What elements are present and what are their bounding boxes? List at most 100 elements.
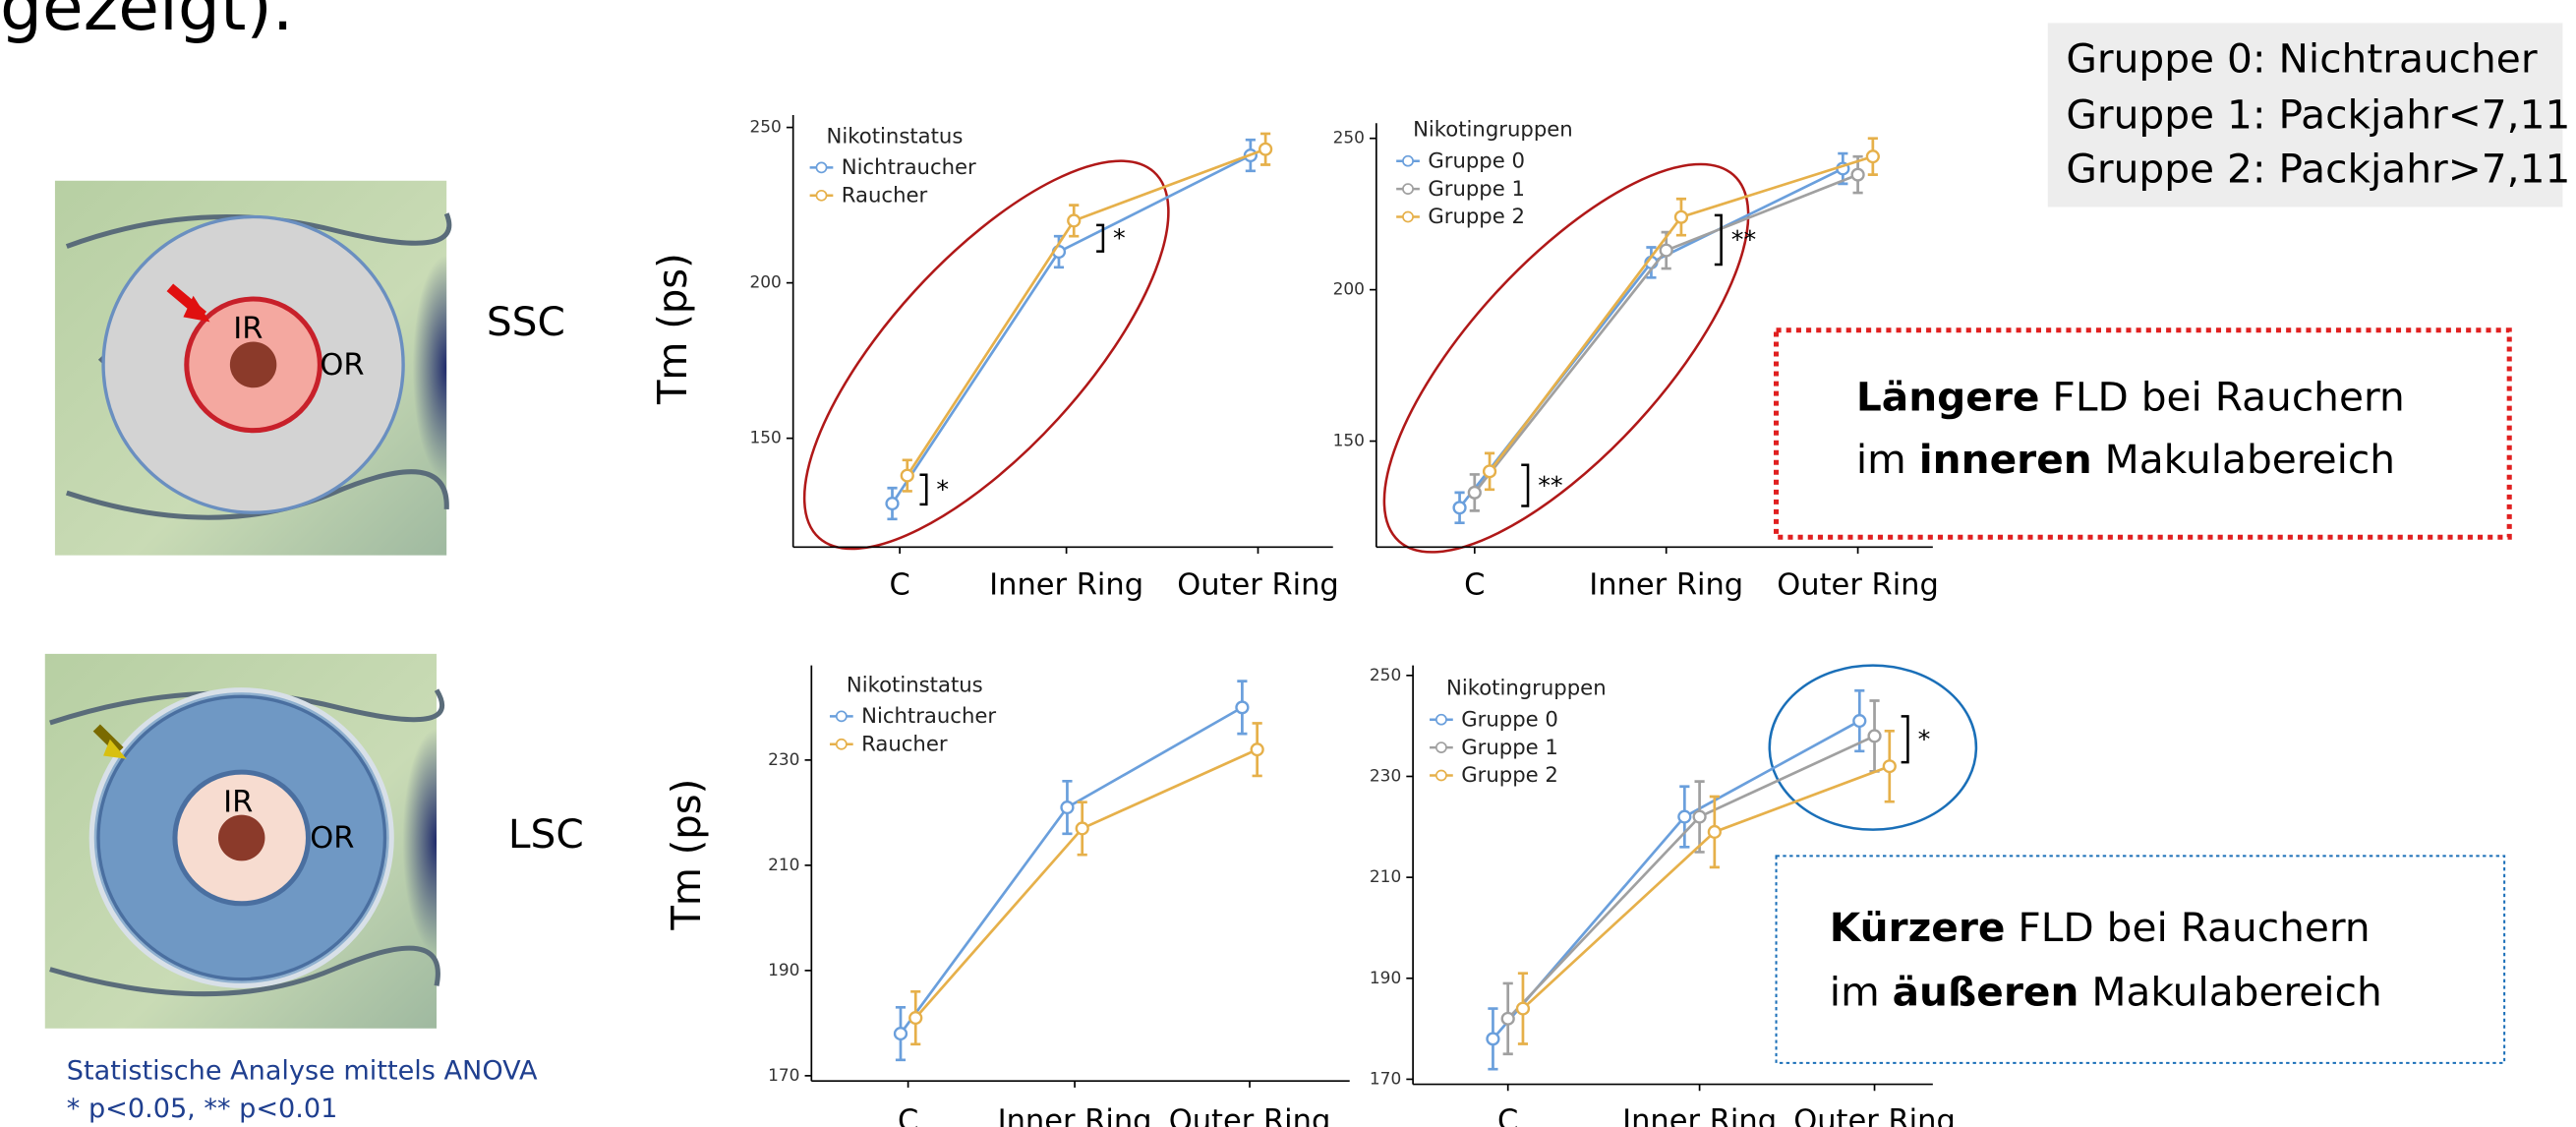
- y-tick-label: 170: [1370, 1069, 1401, 1089]
- data-point: [1454, 502, 1466, 513]
- data-point: [1077, 823, 1088, 835]
- data-point: [1252, 743, 1263, 755]
- series-line: [1475, 175, 1858, 493]
- series-line: [901, 707, 1242, 1034]
- legend-marker: [1403, 184, 1413, 194]
- y-tick-label: 190: [1370, 968, 1401, 987]
- significance-bracket: [1902, 716, 1908, 762]
- y-tick-label: 210: [1370, 866, 1401, 886]
- image-label: SSC: [487, 299, 565, 345]
- series-line: [907, 149, 1265, 476]
- y-axis-title: Tm (ps): [650, 253, 696, 405]
- significance-bracket: [1096, 225, 1103, 252]
- legend-marker: [1436, 715, 1446, 725]
- data-point: [1869, 731, 1881, 742]
- image-label: LSC: [508, 811, 584, 858]
- fundus-image: IR OR: [55, 181, 449, 556]
- legend-title: Nikotingruppen: [1446, 676, 1607, 700]
- series-line: [893, 155, 1251, 504]
- significance-mark: *: [1918, 725, 1931, 753]
- legend-label: Gruppe 1: [1428, 176, 1525, 201]
- footnote: * p<0.05, ** p<0.01: [67, 1094, 338, 1124]
- y-tick-label: 210: [768, 855, 799, 874]
- legend-label: Gruppe 1: [1461, 735, 1558, 759]
- legend-marker: [1436, 770, 1446, 780]
- x-tick-label: Outer Ring: [1777, 568, 1939, 603]
- data-point: [909, 1012, 921, 1024]
- data-point: [1709, 826, 1721, 838]
- note-box: [1777, 856, 2505, 1062]
- x-tick-label: Outer Ring: [1169, 1104, 1331, 1127]
- legend-label: Gruppe 0: [1461, 707, 1558, 732]
- footnote: Statistische Analyse mittels ANOVA: [67, 1056, 538, 1087]
- group-legend-line: Gruppe 0: Nichtraucher: [2066, 36, 2538, 83]
- y-tick-label: 150: [1333, 431, 1365, 450]
- legend-marker: [837, 711, 847, 721]
- series-line: [915, 749, 1257, 1018]
- data-point: [1259, 144, 1271, 155]
- x-tick-label: Outer Ring: [1793, 1104, 1956, 1127]
- x-tick-label: Inner Ring: [998, 1104, 1152, 1127]
- data-point: [1884, 760, 1896, 772]
- group-legend-line: Gruppe 2: Packjahr>7,11: [2066, 147, 2570, 193]
- significance-mark: *: [1113, 224, 1126, 253]
- y-tick-label: 250: [1333, 128, 1365, 148]
- data-point: [902, 470, 913, 482]
- legend-label: Nichtraucher: [842, 154, 976, 179]
- legend-marker: [1403, 212, 1413, 222]
- note-line: Längere FLD bei Rauchern: [1856, 375, 2405, 421]
- data-point: [1488, 1034, 1499, 1045]
- y-tick-label: 200: [749, 272, 781, 292]
- fundus-image: IR OR: [45, 654, 442, 1029]
- group-legend-line: Gruppe 1: Packjahr<7,11: [2066, 92, 2570, 139]
- outer-ring-label: OR: [320, 348, 364, 383]
- data-point: [1661, 245, 1672, 257]
- note-line: Kürzere FLD bei Rauchern: [1830, 905, 2371, 951]
- legend-label: Gruppe 0: [1428, 148, 1525, 173]
- highlight-ellipse: [1770, 666, 1976, 830]
- x-tick-label: Inner Ring: [989, 568, 1143, 603]
- x-tick-label: Inner Ring: [1589, 568, 1743, 603]
- slide: gezeigt). Gruppe 0: Nichtraucher Gruppe …: [0, 0, 2576, 1127]
- charts: 150 200 250 C Inner Ring Outer Ring Tm (ps) Nic…: [650, 115, 1956, 1127]
- data-point: [1062, 801, 1074, 813]
- outer-ring-label: OR: [310, 821, 354, 856]
- x-tick-label: Inner Ring: [1622, 1104, 1777, 1127]
- legend-title: Nikotinstatus: [827, 123, 964, 148]
- legend-marker: [837, 740, 847, 749]
- legend-marker: [816, 162, 826, 172]
- y-tick-label: 200: [1333, 279, 1365, 299]
- data-point: [1853, 715, 1865, 727]
- data-point: [1068, 215, 1080, 227]
- significance-mark: **: [1731, 225, 1756, 254]
- inner-ring-label: IR: [233, 312, 263, 346]
- x-tick-label: C: [898, 1104, 918, 1127]
- y-tick-label: 190: [768, 960, 799, 979]
- data-point: [1867, 150, 1879, 162]
- y-tick-label: 170: [768, 1065, 799, 1085]
- significance-bracket: [1715, 215, 1722, 265]
- legend-label: Raucher: [842, 183, 928, 208]
- data-point: [1517, 1003, 1529, 1015]
- y-tick-label: 230: [768, 749, 799, 769]
- note-line: im äußeren Makulabereich: [1830, 970, 2382, 1016]
- inner-ring-label: IR: [223, 785, 253, 819]
- legend-marker: [816, 191, 826, 201]
- x-tick-label: C: [1464, 568, 1485, 603]
- legend-marker: [1403, 156, 1413, 166]
- data-point: [1675, 211, 1687, 223]
- y-tick-label: 230: [1370, 766, 1401, 786]
- legend-label: Gruppe 2: [1461, 762, 1558, 787]
- y-tick-label: 150: [749, 428, 781, 447]
- data-point: [1678, 811, 1690, 823]
- data-point: [1852, 169, 1864, 181]
- significance-bracket: [1521, 465, 1528, 506]
- highlight-ellipse: [1327, 111, 1805, 605]
- slide-title: gezeigt).: [0, 0, 293, 45]
- data-point: [1469, 487, 1481, 499]
- y-tick-label: 250: [1370, 665, 1401, 684]
- x-tick-label: C: [1497, 1104, 1518, 1127]
- y-axis-title: Tm (ps): [664, 779, 710, 931]
- legend-title: Nikotinstatus: [847, 672, 983, 696]
- y-tick-label: 250: [749, 117, 781, 137]
